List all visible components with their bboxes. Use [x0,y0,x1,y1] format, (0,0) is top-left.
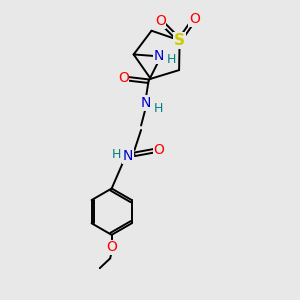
Text: H: H [112,148,122,161]
Text: S: S [174,33,185,48]
Text: O: O [154,143,164,157]
Text: O: O [155,14,166,28]
Text: N: N [123,149,133,163]
Text: O: O [106,240,117,254]
Text: N: N [154,49,164,63]
Text: H: H [167,53,176,66]
Text: O: O [189,12,200,26]
Text: O: O [118,71,129,85]
Text: H: H [154,102,164,115]
Text: N: N [140,96,151,110]
